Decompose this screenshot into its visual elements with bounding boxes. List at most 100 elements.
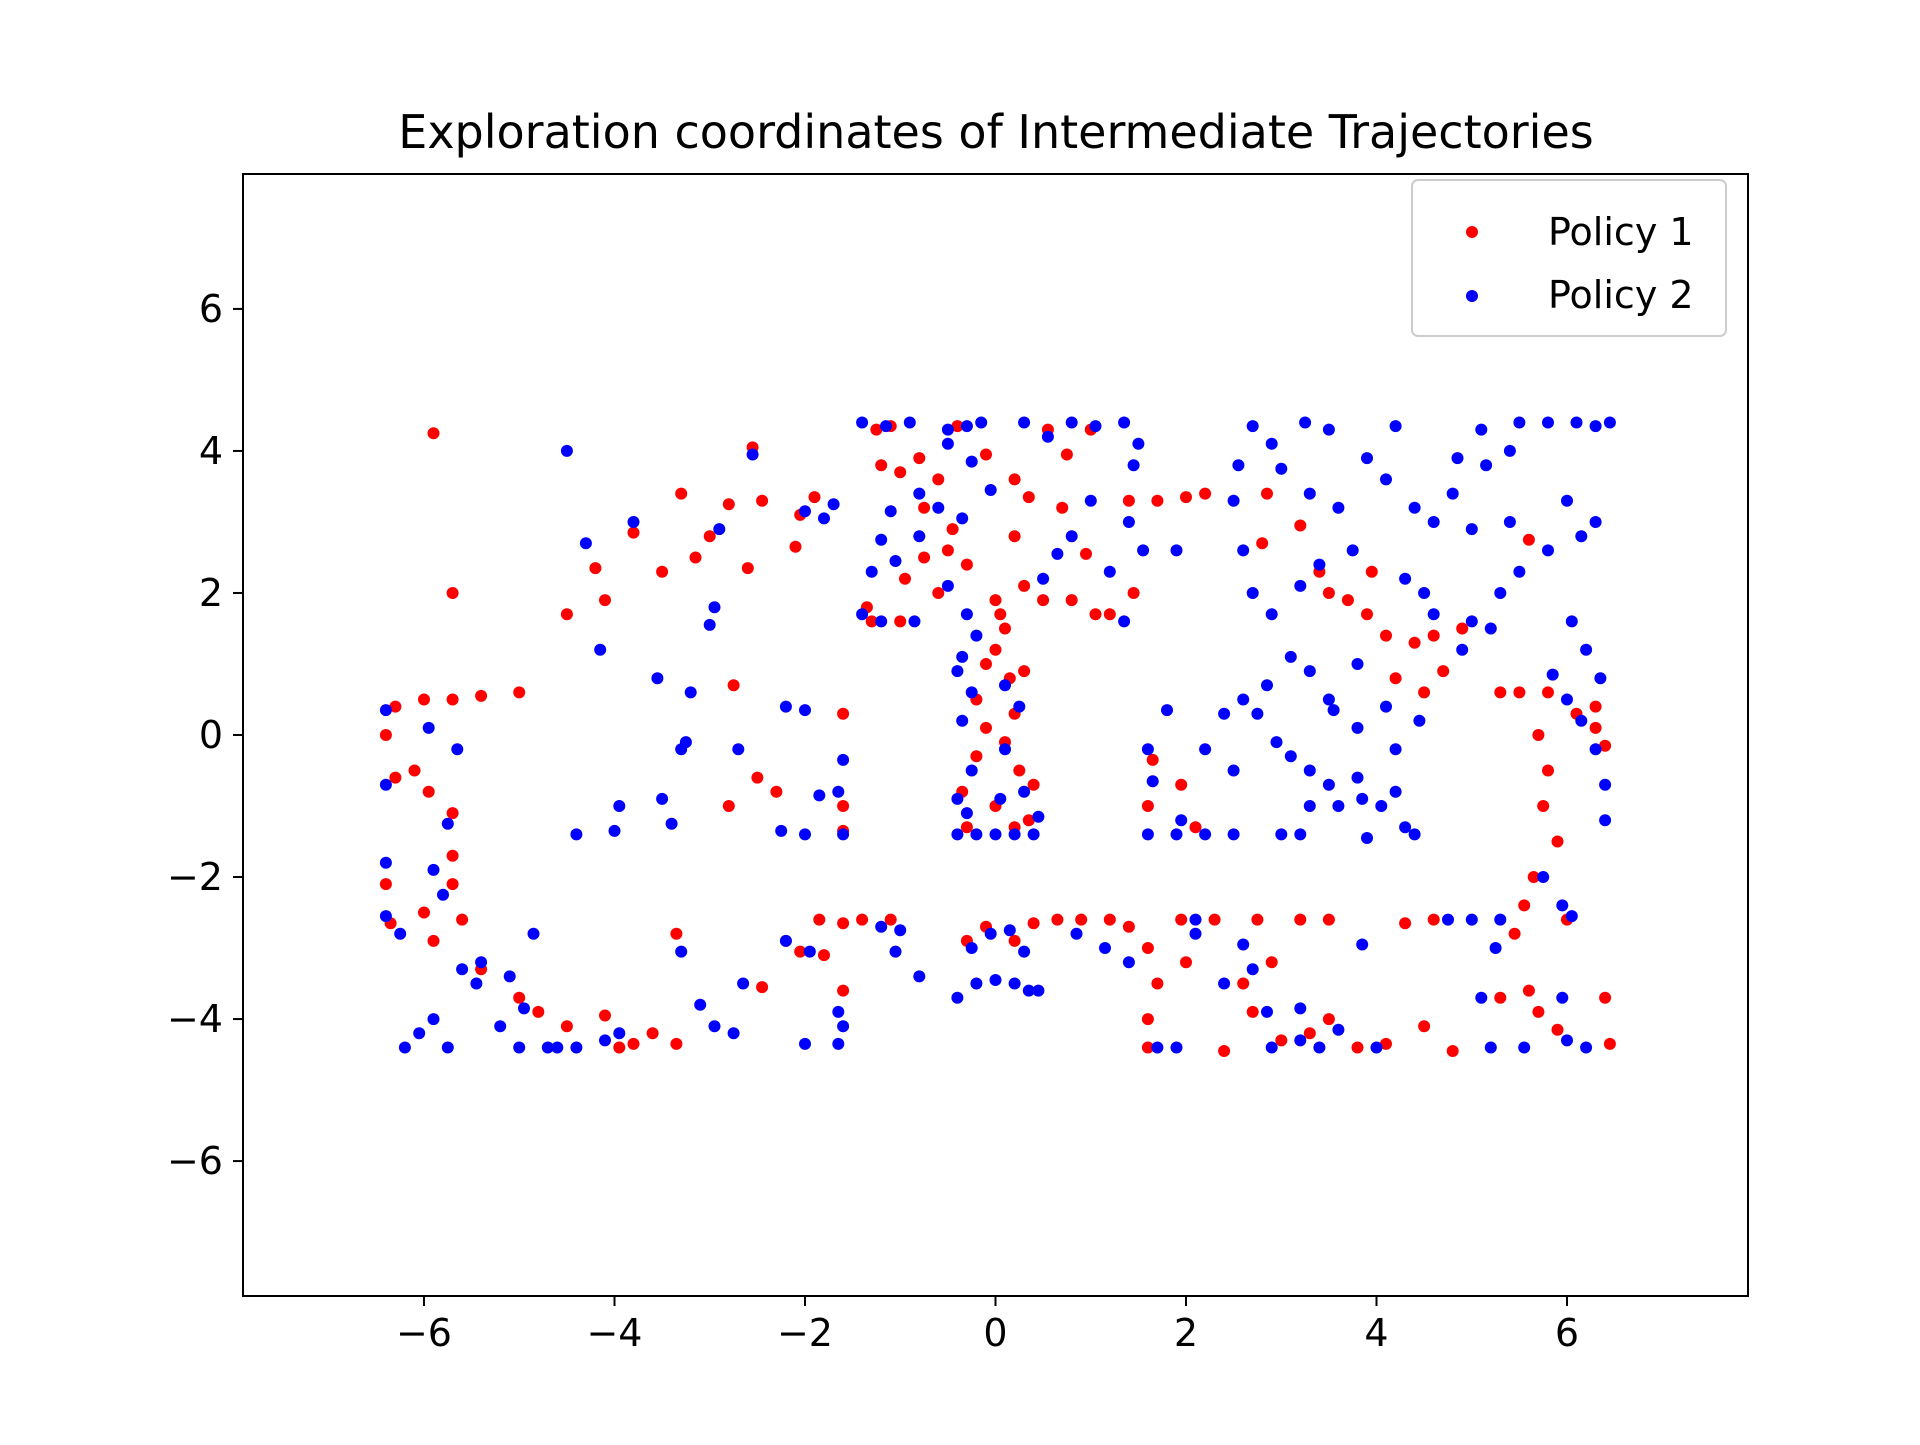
point-policy-2 [1227, 494, 1240, 507]
point-policy-1 [918, 551, 931, 564]
legend: Policy 1 Policy 2 [1411, 179, 1727, 337]
point-policy-2 [1037, 572, 1050, 585]
point-policy-1 [1494, 686, 1507, 699]
point-policy-2 [913, 530, 926, 543]
point-policy-2 [1413, 714, 1426, 727]
point-policy-2 [1294, 579, 1307, 592]
point-policy-1 [818, 949, 830, 962]
point-policy-1 [1599, 991, 1612, 1004]
x-tick-label: −2 [777, 1311, 833, 1355]
point-policy-1 [999, 622, 1011, 635]
point-policy-2 [737, 977, 750, 990]
point-policy-2 [1380, 473, 1392, 486]
point-policy-2 [1018, 416, 1031, 429]
point-policy-1 [989, 643, 1002, 656]
point-policy-1 [613, 1041, 626, 1054]
point-policy-2 [994, 792, 1007, 805]
point-policy-1 [670, 1037, 683, 1050]
point-policy-1 [960, 558, 973, 571]
point-policy-1 [656, 565, 669, 578]
point-policy-2 [518, 1002, 530, 1015]
point-policy-2 [1032, 810, 1045, 823]
point-policy-2 [1322, 423, 1335, 436]
point-policy-2 [1575, 530, 1588, 543]
point-policy-2 [1237, 544, 1250, 557]
point-policy-2 [1284, 650, 1297, 663]
point-policy-2 [1494, 913, 1507, 926]
point-policy-1 [1427, 629, 1440, 642]
point-policy-1 [837, 707, 850, 720]
point-policy-1 [1322, 1013, 1335, 1026]
point-policy-2 [951, 828, 964, 841]
point-policy-2 [746, 448, 759, 461]
point-policy-2 [1232, 459, 1245, 472]
point-policy-1 [1103, 608, 1116, 621]
point-policy-2 [675, 945, 688, 958]
point-policy-2 [1132, 437, 1145, 450]
point-policy-1 [446, 878, 459, 891]
point-policy-1 [513, 991, 526, 1004]
point-policy-2 [1261, 1005, 1273, 1018]
point-policy-1 [1261, 487, 1273, 500]
point-policy-1 [884, 913, 897, 926]
point-policy-2 [960, 608, 973, 621]
point-policy-1 [1218, 1045, 1231, 1057]
point-policy-2 [1580, 1041, 1593, 1054]
point-policy-2 [1018, 785, 1031, 798]
point-policy-2 [956, 512, 969, 525]
point-policy-2 [379, 910, 392, 923]
point-policy-1 [379, 878, 392, 891]
point-policy-1 [813, 913, 826, 926]
point-policy-1 [1151, 494, 1164, 507]
point-policy-2 [1542, 416, 1554, 429]
x-tick-label: 2 [1174, 1311, 1198, 1355]
point-policy-2 [1351, 658, 1364, 670]
point-policy-1 [1256, 537, 1269, 550]
point-policy-2 [441, 817, 454, 830]
point-policy-2 [1503, 444, 1516, 457]
point-policy-2 [1589, 743, 1602, 756]
chart-title: Exploration coordinates of Intermediate … [398, 105, 1593, 159]
point-policy-2 [1161, 704, 1173, 717]
point-policy-1 [980, 721, 992, 734]
point-policy-2 [827, 498, 840, 511]
point-policy-2 [1556, 899, 1569, 912]
point-policy-1 [894, 615, 907, 628]
point-policy-1 [894, 466, 907, 479]
point-policy-2 [1218, 977, 1231, 990]
point-policy-1 [1075, 913, 1088, 926]
point-policy-1 [1380, 1037, 1392, 1050]
point-policy-1 [675, 487, 688, 500]
point-policy-1 [1551, 1023, 1564, 1036]
point-policy-1 [446, 807, 459, 820]
point-policy-2 [599, 1034, 611, 1047]
point-policy-1 [1589, 721, 1602, 734]
point-policy-1 [951, 420, 964, 433]
point-policy-2 [999, 679, 1011, 692]
point-policy-2 [865, 565, 878, 578]
point-policy-2 [1327, 704, 1340, 717]
point-policy-1 [560, 608, 573, 621]
point-policy-1 [1599, 739, 1612, 752]
point-policy-2 [1370, 1041, 1383, 1054]
point-policy-1 [670, 927, 683, 940]
point-policy-2 [1137, 544, 1150, 557]
point-policy-2 [1127, 459, 1140, 472]
point-policy-2 [1237, 938, 1250, 951]
point-policy-1 [1175, 913, 1188, 926]
point-policy-1 [1027, 917, 1040, 930]
point-policy-2 [694, 998, 707, 1011]
point-policy-2 [837, 753, 850, 766]
point-policy-2 [1246, 587, 1259, 599]
point-policy-2 [1146, 775, 1159, 788]
y-tick-label: 2 [199, 571, 223, 615]
point-policy-1 [1018, 665, 1031, 678]
point-policy-2 [551, 1041, 564, 1054]
point-policy-2 [1189, 913, 1202, 926]
point-policy-1 [1127, 587, 1140, 599]
point-policy-2 [1227, 828, 1240, 841]
point-policy-2 [475, 956, 488, 969]
point-policy-1 [870, 423, 883, 436]
point-policy-2 [1303, 487, 1316, 500]
point-policy-2 [1227, 764, 1240, 777]
